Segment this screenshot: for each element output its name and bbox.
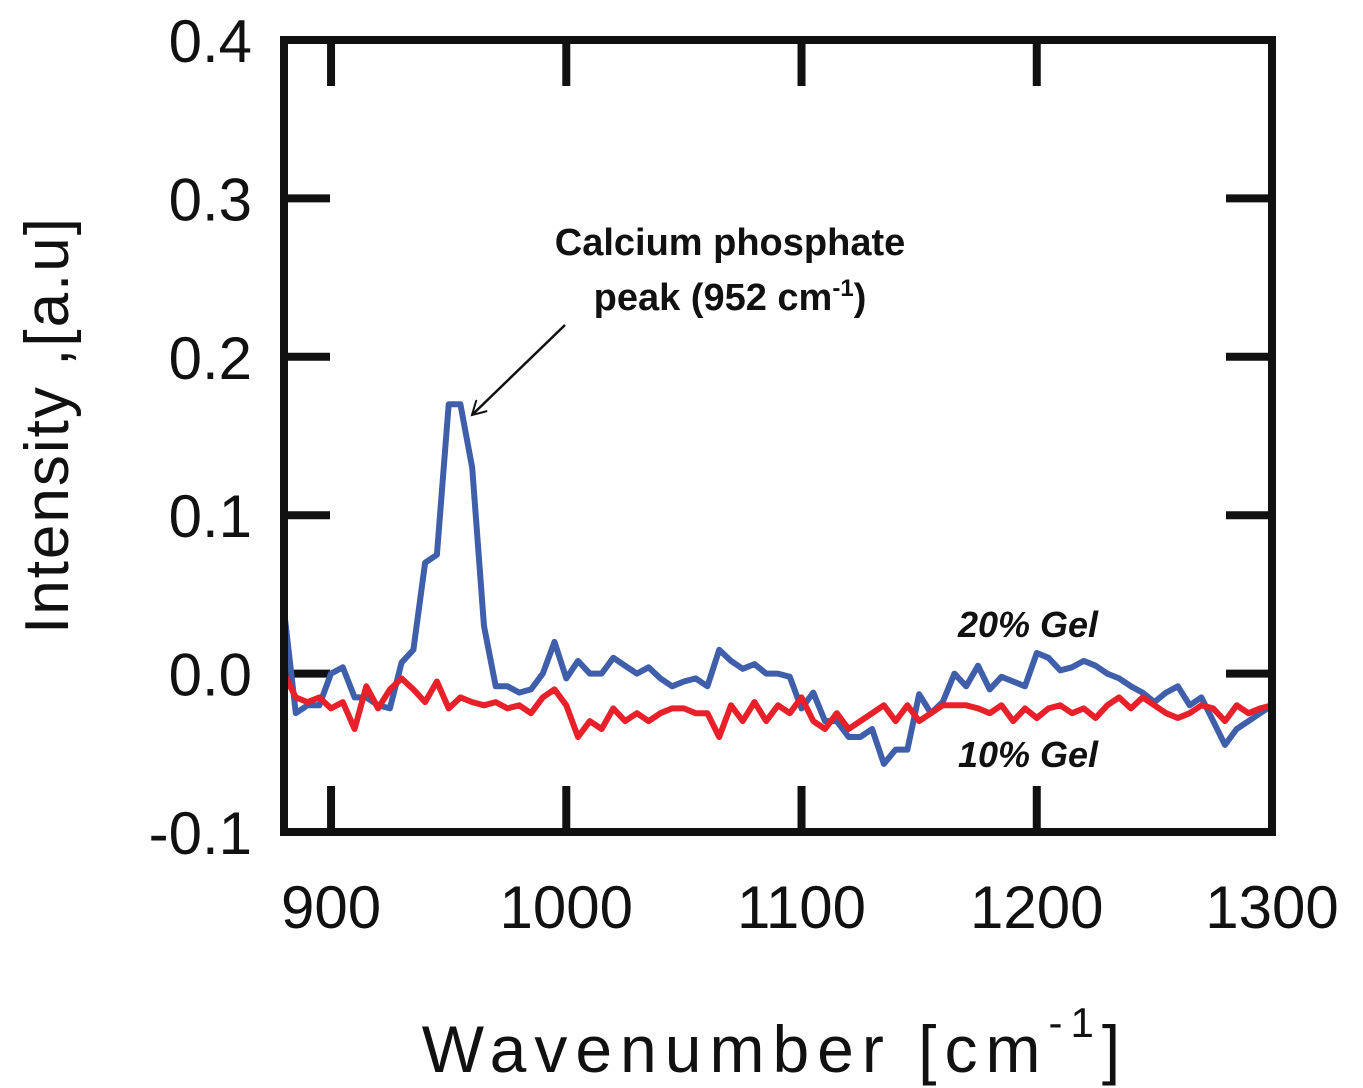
y-axis-label: Intensity ,[a.u]	[13, 216, 82, 634]
annotation: peak (952 cm	[594, 277, 833, 319]
series-label: 20% Gel	[957, 604, 1099, 645]
x-tick-label: 1100	[737, 874, 866, 941]
y-tick-label: -0.1	[149, 800, 252, 867]
series-line	[281, 672, 1273, 740]
y-tick-label: 0.1	[169, 483, 252, 550]
y-tick-label: 0.4	[169, 8, 252, 75]
x-axis-label: ]	[1102, 1012, 1128, 1086]
annotation-sup: -1	[832, 275, 853, 302]
annotation: Calcium phosphate	[555, 222, 906, 264]
x-axis-label: Wavenumber [cm-1]	[422, 999, 1128, 1086]
x-axis-label-sup: -1	[1049, 999, 1102, 1046]
y-tick-label: 0.3	[169, 166, 252, 233]
x-tick-label: 1300	[1205, 874, 1338, 941]
y-tick-label: 0.0	[169, 642, 252, 709]
y-tick-label: 0.2	[169, 325, 252, 392]
x-tick-label: 1000	[500, 874, 633, 941]
annotation-arrow	[472, 324, 566, 415]
x-tick-label: 1200	[970, 874, 1103, 941]
series-label: 10% Gel	[958, 734, 1099, 775]
annotation: peak (952 cm-1)	[594, 275, 867, 319]
x-tick-label: 900	[281, 874, 381, 941]
plot-frame	[280, 36, 1276, 836]
series-line	[281, 401, 1274, 767]
annotation: )	[854, 277, 867, 319]
x-axis-label: Wavenumber [cm	[422, 1012, 1049, 1086]
